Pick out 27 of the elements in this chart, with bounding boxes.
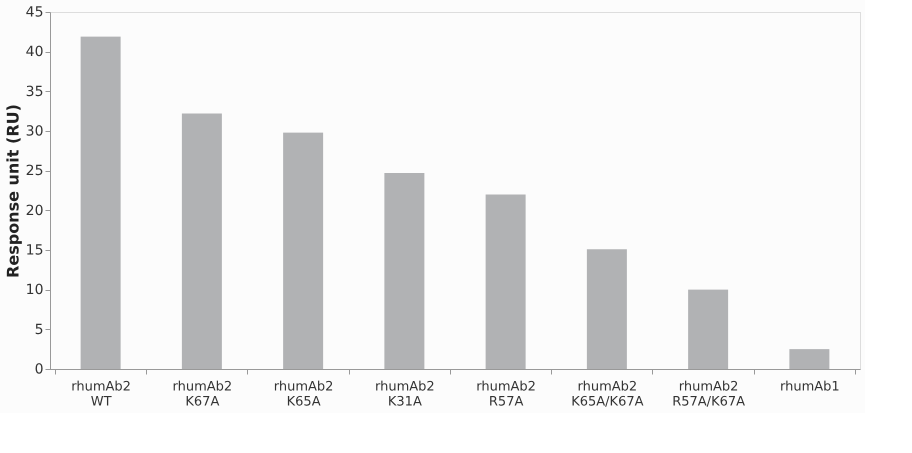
bar	[586, 249, 627, 369]
bar	[486, 194, 526, 369]
y-axis-title: Response unit (RU)	[4, 104, 23, 278]
y-tick-label: 0	[34, 362, 44, 378]
y-tick-label: 30	[26, 124, 44, 140]
y-tick-label: 40	[26, 44, 44, 60]
bar	[384, 173, 424, 369]
bar	[283, 132, 324, 369]
bar	[789, 349, 830, 369]
x-tick-label: rhumAb2 K65A/K67A	[571, 380, 644, 410]
x-tick-label: rhumAb2 K67A	[172, 380, 232, 410]
y-tick-label: 10	[26, 282, 44, 298]
y-tick-label: 45	[26, 4, 44, 20]
x-tick-label: rhumAb1	[780, 380, 840, 394]
x-tick-label: rhumAb2 R57A/K67A	[672, 380, 746, 410]
y-tick-label: 5	[34, 322, 44, 338]
bar	[80, 36, 121, 369]
y-tick-label: 25	[26, 163, 44, 180]
y-tick-label: 35	[26, 84, 44, 100]
bar	[688, 290, 728, 369]
x-tick-label: rhumAb2 WT	[71, 380, 131, 410]
x-tick-label: rhumAb2 K65A	[274, 380, 334, 410]
y-tick-label: 15	[26, 242, 44, 258]
x-tick-label: rhumAb2 R57A	[476, 380, 536, 410]
x-tick-label: rhumAb2 K31A	[375, 380, 435, 410]
y-tick-label: 20	[26, 202, 44, 219]
bar	[182, 114, 222, 369]
